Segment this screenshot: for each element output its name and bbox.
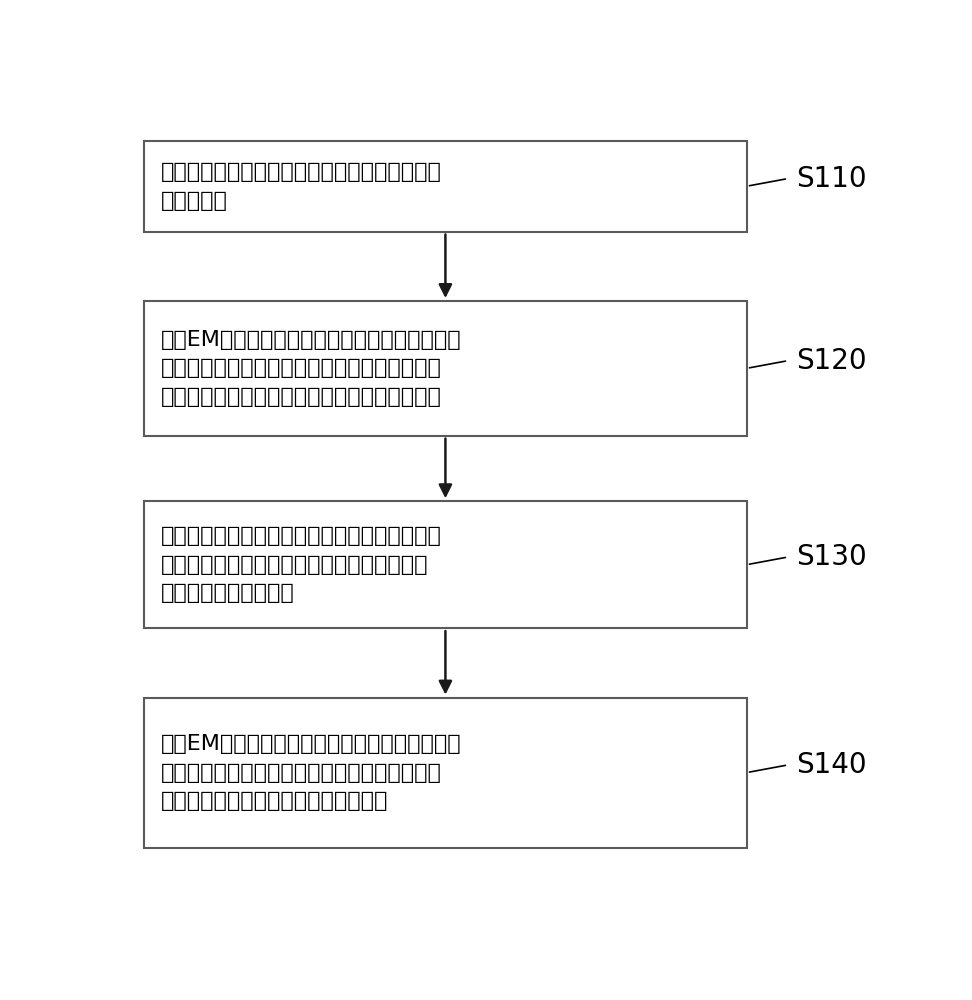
FancyBboxPatch shape — [144, 141, 746, 232]
Text: 利用EM算法对所述发射脉冲的波形数据进行波形
分解，基于进行波形分解得到的波形有效组分和
发射脉冲的波形数据，估计背景噪声和随机噪声: 利用EM算法对所述发射脉冲的波形数据进行波形 分解，基于进行波形分解得到的波形有… — [160, 330, 462, 407]
Text: S140: S140 — [796, 751, 866, 779]
FancyBboxPatch shape — [144, 501, 746, 628]
Text: 基于背景噪声和随机噪声，结合回波波形的波形
数据的相邻采样值强度关联性，对回波波形的
波形数据进行去噪处理: 基于背景噪声和随机噪声，结合回波波形的波形 数据的相邻采样值强度关联性，对回波波… — [160, 526, 441, 603]
Text: S130: S130 — [796, 543, 866, 571]
Text: 获取全波形激光雷达系统的发射脉冲及回波波形
的波形数据: 获取全波形激光雷达系统的发射脉冲及回波波形 的波形数据 — [160, 162, 441, 211]
Text: 利用EM算法对去噪后的回波波形的波形数据进行
多种高斯组分数的波形分解，并根据贝叶斯信息
准则从中确定回波波形的最优波形分解: 利用EM算法对去噪后的回波波形的波形数据进行 多种高斯组分数的波形分解，并根据贝… — [160, 734, 462, 811]
Text: S120: S120 — [796, 347, 866, 375]
Text: S110: S110 — [796, 165, 866, 193]
FancyBboxPatch shape — [144, 301, 746, 436]
FancyBboxPatch shape — [144, 698, 746, 848]
